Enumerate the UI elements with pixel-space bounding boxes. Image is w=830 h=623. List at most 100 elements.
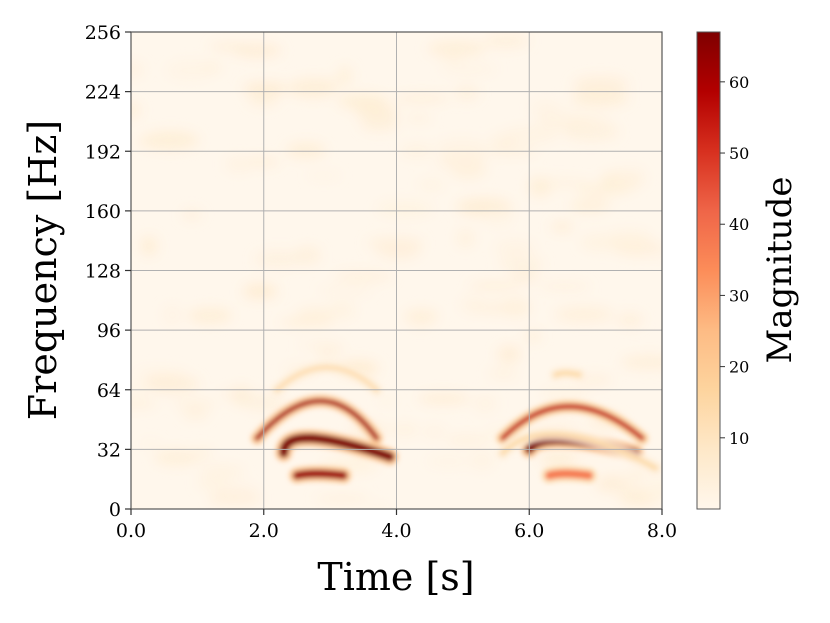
y-axis-label: Frequency [Hz]	[21, 120, 65, 420]
noise-blob	[441, 64, 498, 74]
background-noise	[131, 34, 662, 509]
noise-blob	[297, 340, 342, 349]
colorbar-tick-label: 60	[729, 73, 749, 92]
noise-blob	[554, 306, 614, 323]
noise-blob	[142, 130, 200, 150]
noise-blob	[183, 404, 208, 420]
noise-blob	[131, 101, 141, 119]
noise-blob	[181, 209, 202, 220]
noise-blob	[219, 483, 258, 504]
noise-blob	[377, 397, 396, 405]
noise-blob	[242, 82, 289, 95]
noise-blob	[570, 114, 611, 128]
noise-blob	[644, 482, 662, 501]
colorbar-tick-label: 20	[729, 358, 749, 377]
noise-blob	[131, 400, 158, 408]
noise-blob	[418, 180, 445, 190]
event-1-faint-harmonic	[274, 364, 380, 393]
y-tick-label: 160	[85, 201, 121, 223]
noise-blob	[616, 312, 644, 327]
noise-blob	[528, 177, 552, 197]
noise-blob	[354, 106, 399, 118]
noise-blob	[538, 283, 591, 290]
noise-blob	[572, 75, 629, 93]
noise-blob	[495, 239, 535, 257]
noise-blob	[497, 345, 521, 364]
noise-blob	[473, 395, 496, 412]
noise-blob	[538, 110, 575, 125]
y-tick-label: 256	[85, 22, 121, 44]
noise-blob	[201, 63, 223, 72]
noise-blob	[457, 229, 475, 248]
noise-blob	[225, 156, 252, 172]
grid-lines	[131, 32, 662, 509]
noise-blob	[242, 283, 278, 299]
y-tick-label: 224	[85, 82, 121, 104]
noise-blob	[254, 250, 302, 268]
x-axis-ticks: 0.0 2.0 4.0 6.0 8.0	[116, 509, 677, 542]
noise-blob	[427, 40, 486, 57]
noise-blob	[400, 144, 434, 158]
noise-blob	[577, 374, 613, 386]
noise-blob	[328, 301, 355, 320]
noise-blob	[445, 436, 488, 445]
noise-blob	[483, 208, 513, 226]
noise-blob	[166, 61, 213, 80]
event-1-lower-band	[292, 469, 348, 480]
noise-blob	[245, 157, 280, 167]
noise-blob	[577, 184, 630, 195]
y-tick-label: 192	[85, 141, 121, 163]
noise-blob	[541, 385, 589, 402]
noise-blob	[336, 65, 353, 86]
noise-blob	[498, 255, 545, 272]
noise-blob	[551, 221, 573, 233]
colorbar-ticks: 10 20 30 40 50 60	[720, 73, 749, 448]
colorbar-tick-label: 40	[729, 215, 749, 234]
noise-blob	[376, 240, 421, 259]
noise-blob	[431, 160, 487, 169]
noise-blob	[306, 171, 341, 180]
noise-blob	[131, 61, 144, 78]
colorbar-gradient	[696, 31, 721, 510]
y-tick-label: 0	[109, 499, 121, 521]
noise-blob	[618, 475, 642, 487]
noise-blob	[417, 393, 470, 404]
noise-blob	[314, 494, 370, 503]
event-2-lower-band	[545, 469, 593, 480]
colorbar-label: Magnitude	[760, 176, 800, 363]
noise-blob	[404, 309, 439, 324]
noise-blob	[153, 449, 200, 466]
noise-blob	[504, 126, 559, 143]
noise-blob	[318, 285, 372, 296]
noise-blob	[641, 244, 662, 258]
noise-blob	[188, 308, 233, 324]
noise-blob	[337, 93, 389, 109]
noise-blob	[288, 78, 338, 98]
noise-blob	[539, 450, 578, 468]
noise-blob	[209, 42, 250, 51]
noise-blob	[620, 355, 662, 370]
noise-blob	[608, 230, 651, 245]
noise-blob	[199, 464, 244, 479]
y-tick-label: 32	[97, 439, 121, 461]
noise-blob	[612, 173, 646, 186]
noise-blob	[454, 85, 480, 101]
noise-blob	[376, 201, 433, 217]
event-2-faint-cap	[553, 370, 582, 378]
noise-blob	[483, 34, 529, 49]
noise-blob	[426, 456, 470, 466]
noise-blob	[393, 95, 450, 102]
x-tick-label: 0.0	[116, 520, 146, 542]
y-axis-ticks: 0 32 64 96 128 160 192 224 256	[85, 22, 131, 521]
noise-blob	[360, 115, 399, 132]
noise-blob	[132, 368, 186, 377]
noise-blob	[196, 480, 230, 488]
x-axis-label: Time [s]	[317, 555, 474, 599]
noise-blob	[334, 271, 394, 283]
colorbar: 10 20 30 40 50 60 Magnitude	[696, 31, 800, 510]
noise-blob	[162, 305, 182, 325]
noise-blob	[469, 451, 494, 470]
x-tick-label: 4.0	[381, 520, 411, 542]
colorbar-tick-label: 50	[729, 144, 749, 163]
